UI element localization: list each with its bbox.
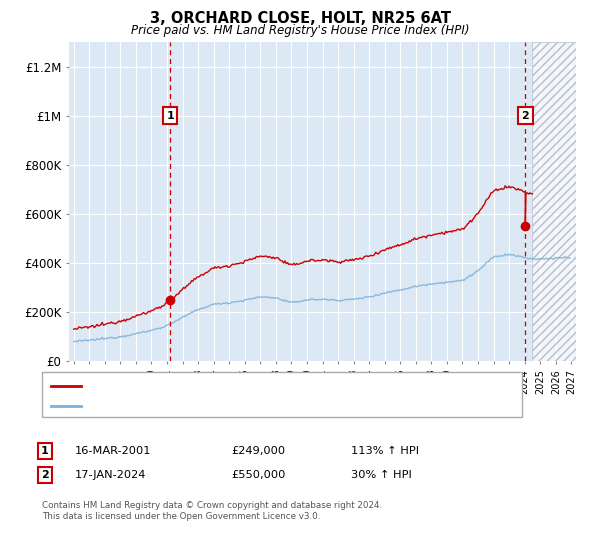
Text: £550,000: £550,000 (231, 470, 286, 480)
Bar (532, 42, 576, 361)
Text: Price paid vs. HM Land Registry's House Price Index (HPI): Price paid vs. HM Land Registry's House … (131, 24, 469, 37)
Text: Contains HM Land Registry data © Crown copyright and database right 2024.
This d: Contains HM Land Registry data © Crown c… (42, 501, 382, 521)
Bar (532, 42, 576, 361)
Text: 113% ↑ HPI: 113% ↑ HPI (351, 446, 419, 456)
Text: 3, ORCHARD CLOSE, HOLT, NR25 6AT: 3, ORCHARD CLOSE, HOLT, NR25 6AT (149, 11, 451, 26)
Text: 1: 1 (166, 111, 174, 120)
Text: 1: 1 (41, 446, 49, 456)
Text: 17-JAN-2024: 17-JAN-2024 (75, 470, 146, 480)
Text: 2: 2 (41, 470, 49, 480)
Text: 2: 2 (521, 111, 529, 120)
Text: 3, ORCHARD CLOSE, HOLT, NR25 6AT (detached house): 3, ORCHARD CLOSE, HOLT, NR25 6AT (detach… (87, 381, 390, 391)
Bar (532, 42, 576, 361)
Text: 30% ↑ HPI: 30% ↑ HPI (351, 470, 412, 480)
Text: HPI: Average price, detached house, North Norfolk: HPI: Average price, detached house, Nort… (87, 401, 363, 411)
Text: £249,000: £249,000 (231, 446, 285, 456)
Text: 16-MAR-2001: 16-MAR-2001 (75, 446, 151, 456)
